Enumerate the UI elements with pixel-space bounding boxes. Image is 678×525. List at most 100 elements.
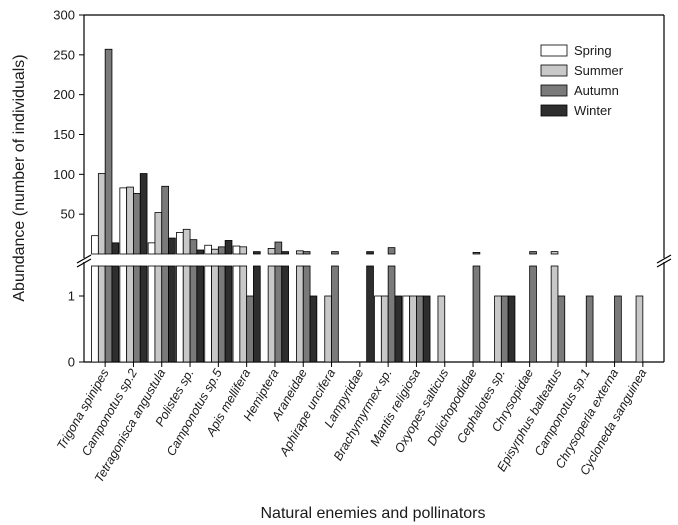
legend-label-summer: Summer	[574, 63, 624, 78]
bar-spring	[374, 295, 382, 363]
left-axis-break-mark-bottom	[76, 258, 92, 268]
bar-summer-lower	[296, 265, 304, 363]
bar-summer	[380, 295, 389, 363]
bar-summer-upper	[211, 248, 219, 255]
bar-autumn-upper	[161, 185, 169, 255]
bar-summer-lower	[126, 265, 134, 363]
bar-spring-upper	[204, 244, 212, 255]
right-axis-break-mark-bottom	[656, 258, 672, 268]
bar-autumn-upper	[529, 251, 537, 255]
legend-swatch-winter	[540, 104, 568, 117]
bar-autumn-upper	[274, 241, 283, 255]
bar-autumn-upper	[302, 251, 311, 255]
bar-autumn-lower	[387, 265, 396, 363]
bar-winter-upper	[366, 251, 374, 255]
bar-winter-lower	[281, 265, 289, 363]
bar-summer	[494, 295, 502, 363]
bar-summer-lower	[211, 265, 219, 363]
bar-autumn-upper	[189, 239, 198, 255]
y-tick-label: 0	[68, 355, 75, 370]
y-tick-label: 300	[53, 8, 75, 23]
bar-summer-lower	[154, 265, 163, 363]
bar-autumn-upper	[217, 246, 226, 255]
bar-summer-lower	[97, 265, 106, 363]
bar-spring-lower	[232, 265, 241, 363]
bar-spring-upper	[147, 242, 156, 255]
bar-spring-lower	[147, 265, 156, 363]
bar-summer-upper	[126, 186, 134, 255]
bar-winter-lower	[224, 265, 233, 363]
bar-winter-lower	[111, 265, 120, 363]
bar-spring-upper	[232, 245, 241, 255]
legend-label-autumn: Autumn	[574, 83, 619, 98]
bar-autumn-upper	[331, 251, 339, 255]
bar-autumn-upper	[387, 247, 396, 255]
bar-autumn-lower	[133, 265, 141, 363]
bar-summer	[437, 295, 446, 363]
bar-summer-upper	[267, 248, 276, 255]
bar-autumn-upper	[472, 252, 481, 255]
bar-summer	[635, 295, 644, 363]
bar-winter-lower	[366, 265, 374, 363]
bar-summer-upper	[550, 251, 559, 255]
bar-autumn-lower	[189, 265, 198, 363]
bar-autumn-lower	[302, 265, 311, 363]
bar-winter	[309, 295, 318, 363]
bar-spring-lower	[119, 265, 128, 363]
bar-spring-upper	[176, 232, 184, 255]
bar-spring-upper	[91, 235, 99, 255]
y-axis-title: Abundance (number of individuals)	[11, 54, 28, 301]
legend-swatch-spring	[540, 44, 568, 57]
bar-winter-upper	[111, 242, 120, 255]
bar-winter-upper	[281, 251, 289, 255]
bar-winter-upper	[139, 173, 148, 255]
left-axis-break-mark-top	[76, 254, 92, 264]
bar-autumn	[500, 295, 509, 363]
y-tick-label: 250	[53, 47, 75, 62]
bar-spring-lower	[91, 265, 99, 363]
bar-autumn	[557, 295, 566, 363]
bar-autumn	[246, 295, 254, 363]
legend-label-spring: Spring	[574, 43, 612, 58]
bar-spring-upper	[119, 187, 128, 255]
bar-spring	[402, 295, 411, 363]
bar-autumn-upper	[104, 48, 113, 255]
legend-swatch-summer	[540, 64, 568, 77]
bar-autumn	[614, 295, 622, 363]
bar-autumn	[416, 295, 424, 363]
bar-winter-lower	[168, 265, 176, 363]
right-axis-break-mark-top	[656, 254, 672, 264]
bar-winter-upper	[196, 249, 205, 255]
bar-winter	[422, 295, 431, 363]
bar-summer-lower	[182, 265, 191, 363]
bar-summer-upper	[154, 212, 163, 255]
bar-spring-lower	[176, 265, 184, 363]
bar-summer-lower	[550, 265, 559, 363]
bar-summer	[409, 295, 417, 363]
bar-autumn	[585, 295, 594, 363]
bar-autumn-upper	[133, 193, 141, 255]
bar-winter	[507, 295, 516, 363]
bar-spring-lower	[204, 265, 212, 363]
bar-winter-upper	[253, 251, 261, 255]
bar-summer-upper	[296, 250, 304, 255]
bar-autumn-lower	[217, 265, 226, 363]
legend-label-winter: Winter	[574, 103, 612, 118]
y-tick-label: 100	[53, 167, 75, 182]
bar-autumn-lower	[472, 265, 481, 363]
bar-autumn-lower	[104, 265, 113, 363]
bar-autumn-lower	[529, 265, 537, 363]
x-axis-title: Natural enemies and pollinators	[260, 505, 485, 522]
bar-summer-upper	[239, 246, 248, 255]
bar-summer-lower	[239, 265, 248, 363]
bar-summer-upper	[182, 228, 191, 255]
bar-autumn-lower	[161, 265, 169, 363]
bar-summer-upper	[97, 173, 106, 255]
bar-winter-lower	[139, 265, 148, 363]
bar-summer-lower	[267, 265, 276, 363]
bar-winter-upper	[168, 237, 176, 255]
bar-autumn-lower	[274, 265, 283, 363]
y-tick-label: 1	[68, 289, 75, 304]
